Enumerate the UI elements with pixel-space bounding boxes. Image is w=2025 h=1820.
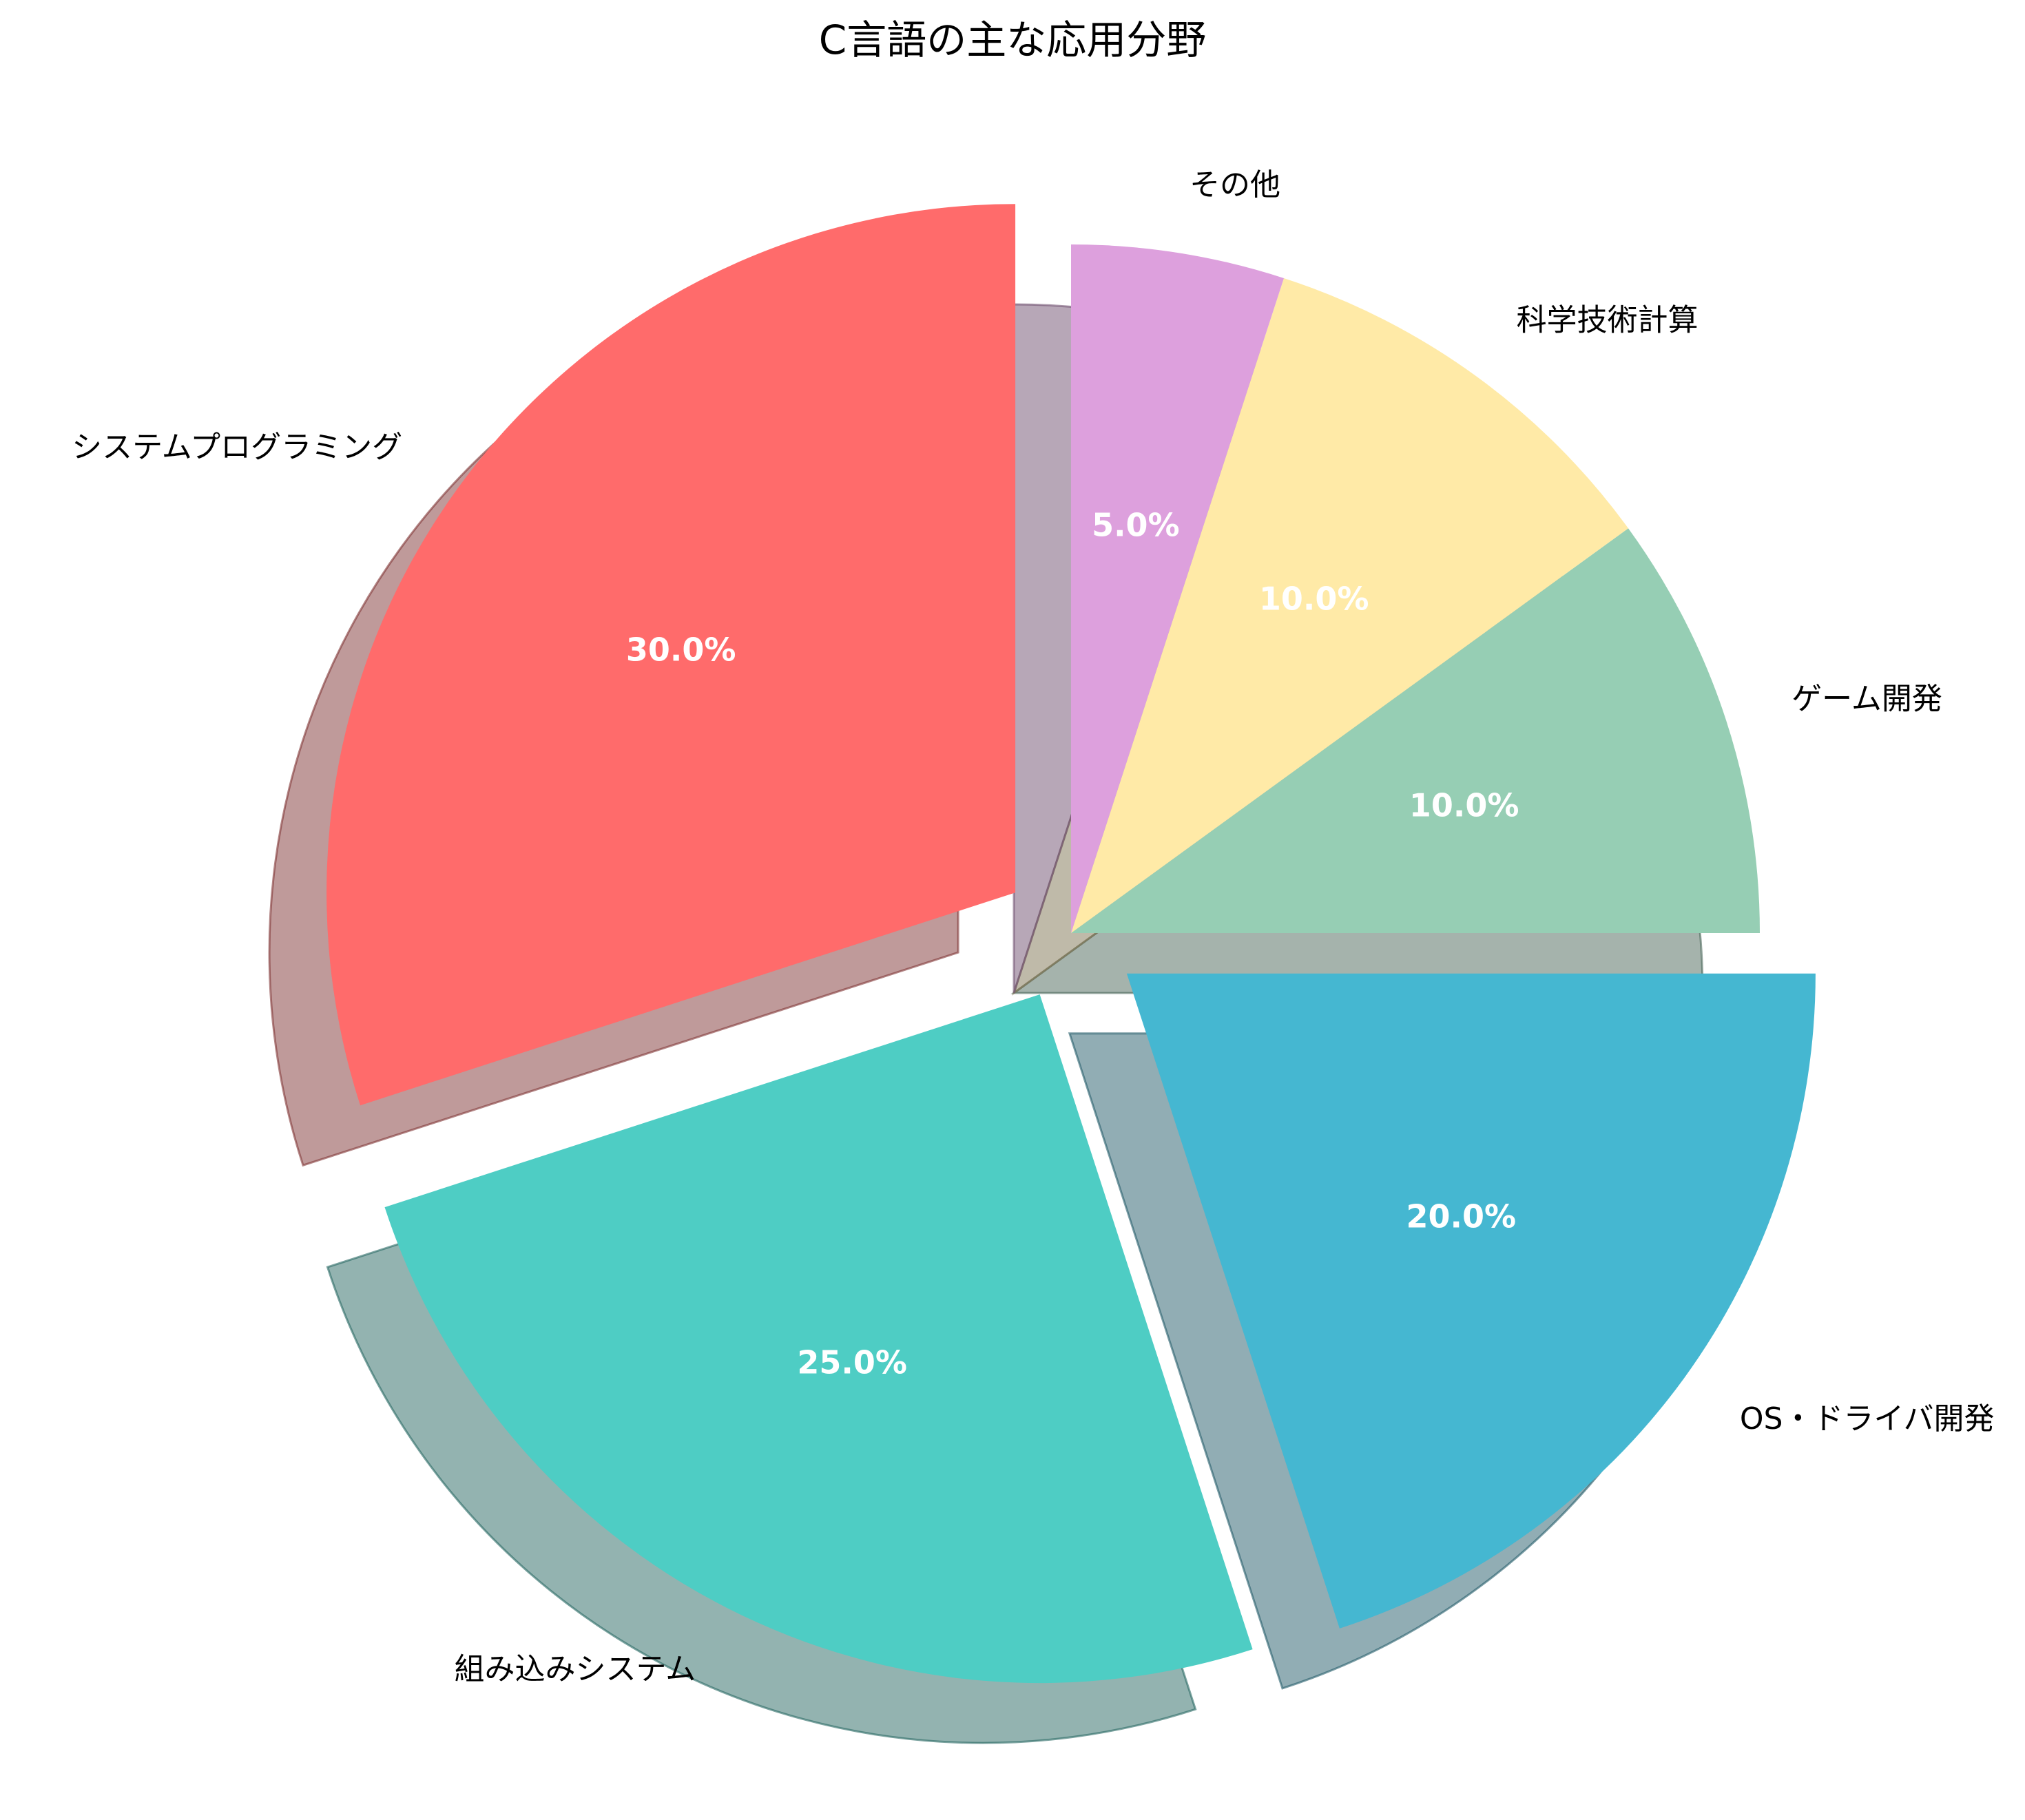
- percent-labels: 30.0% 25.0% 20.0% 10.0% 10.0% 5.0%: [626, 506, 1519, 1381]
- pie-slices: [326, 204, 1816, 1684]
- pie-slice-4: [1071, 278, 1629, 933]
- pie-slice-5: [1071, 244, 1285, 933]
- percent-label-0: 30.0%: [626, 631, 736, 669]
- chart-title: C言語の主な応用分野: [819, 17, 1207, 63]
- percent-label-3: 10.0%: [1409, 787, 1519, 824]
- pie-slice-0: [326, 204, 1016, 1106]
- percent-label-5: 5.0%: [1092, 506, 1180, 543]
- category-label-0: システムプログラミング: [72, 430, 402, 465]
- percent-label-1: 25.0%: [797, 1344, 907, 1381]
- category-label-2: OS・ドライバ開発: [1740, 1401, 1995, 1436]
- percent-label-2: 20.0%: [1406, 1197, 1517, 1235]
- pie-slice-2: [1126, 973, 1816, 1629]
- pie-slice-3: [1071, 528, 1760, 933]
- category-label-5: その他: [1190, 167, 1280, 202]
- category-label-1: 組み込みシステム: [455, 1652, 696, 1687]
- pie-slice-1: [384, 994, 1253, 1684]
- category-label-4: 科学技術計算: [1517, 303, 1699, 338]
- category-label-3: ゲーム開発: [1792, 682, 1942, 717]
- percent-label-4: 10.0%: [1259, 580, 1369, 618]
